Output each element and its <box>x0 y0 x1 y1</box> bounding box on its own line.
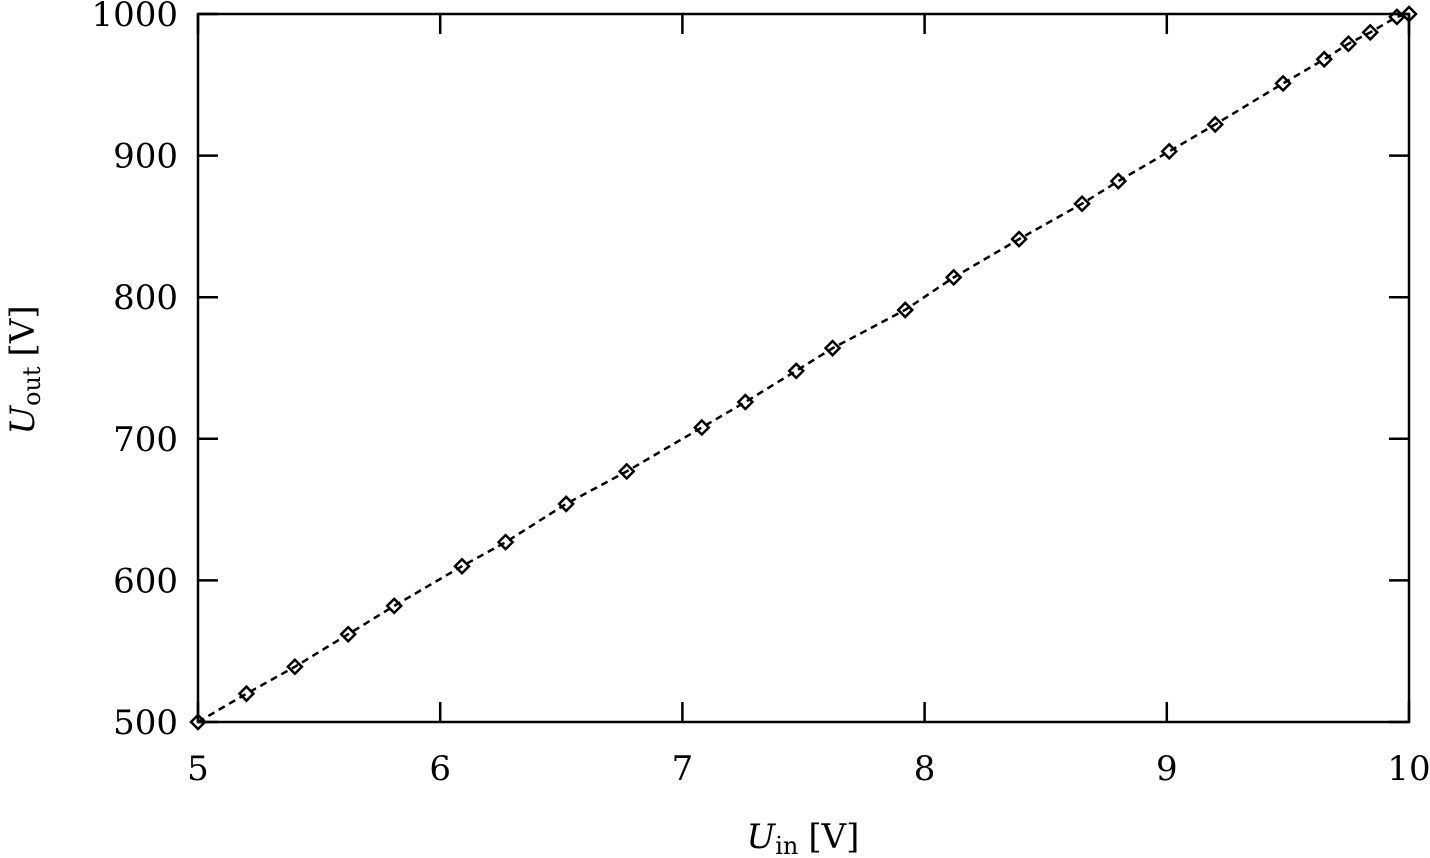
x-tick-label: 10 <box>1387 749 1430 789</box>
y-tick-label: 600 <box>113 561 178 601</box>
y-tick-label: 500 <box>113 703 178 743</box>
data-point <box>896 301 914 319</box>
y-tick-label: 700 <box>113 420 178 460</box>
data-point <box>1315 50 1333 69</box>
x-tick-label: 5 <box>187 749 209 789</box>
y-tick-label: 1000 <box>91 0 178 35</box>
x-tick-label: 9 <box>1156 749 1178 789</box>
data-point <box>1010 230 1028 248</box>
data-point <box>823 339 842 357</box>
data-point <box>1400 5 1418 23</box>
data-point <box>736 393 755 411</box>
data-point <box>189 713 207 731</box>
data-point <box>453 557 471 576</box>
data-point <box>1109 172 1128 190</box>
data-point <box>237 684 256 703</box>
data-point <box>787 362 806 380</box>
series-line <box>197 12 1410 724</box>
data-point <box>496 533 515 551</box>
data-point <box>339 625 357 643</box>
y-tick-label: 900 <box>113 137 178 177</box>
data-point <box>1073 194 1091 213</box>
data-point <box>1274 74 1292 93</box>
data-point <box>1206 115 1225 134</box>
y-axis-label: Uout[V] <box>3 305 46 434</box>
x-tick-label: 7 <box>672 749 694 789</box>
y-tick-label: 800 <box>113 278 178 318</box>
tick-labels-layer: 5 6 7 8 9 10 500 600 700 800 900 1000 <box>91 0 1430 789</box>
data-point <box>1361 23 1380 42</box>
x-tick-label: 8 <box>914 749 936 789</box>
markers-layer <box>189 5 1418 731</box>
ticks-layer <box>196 12 1411 724</box>
data-point <box>557 495 575 513</box>
data-point <box>385 597 403 615</box>
data-point <box>1339 34 1358 53</box>
data-point <box>693 418 711 437</box>
data-point <box>1160 142 1178 161</box>
data-point <box>286 658 304 676</box>
data-point <box>617 462 636 481</box>
plot-area-frame <box>196 12 1411 724</box>
x-axis-label: Uin [V] <box>747 817 860 858</box>
x-tick-label: 6 <box>429 749 451 789</box>
data-point <box>944 268 963 287</box>
